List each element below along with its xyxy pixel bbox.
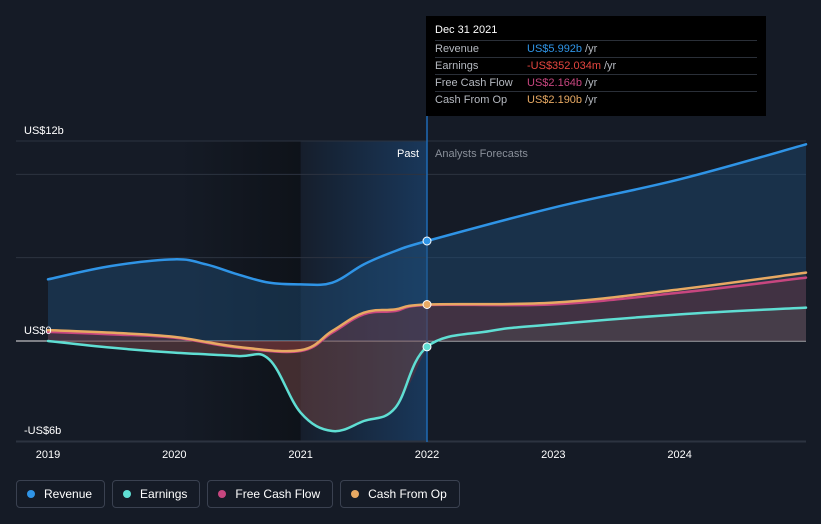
past-highlight-band	[300, 141, 427, 442]
dot-icon	[218, 490, 227, 498]
series-line-cash-from-op	[46, 271, 808, 353]
series-line-earnings	[46, 306, 808, 433]
tooltip-row-revenue: Revenue US$5.992b /yr	[435, 40, 757, 57]
legend-item-free-cash-flow[interactable]: Free Cash Flow	[207, 480, 334, 508]
legend-label: Free Cash Flow	[235, 487, 321, 501]
past-label: Past	[397, 148, 419, 160]
tooltip-value: -US$352.034m	[527, 60, 601, 72]
tooltip-unit: /yr	[585, 94, 598, 106]
series-area	[48, 277, 806, 352]
tooltip-value: US$2.190b	[527, 94, 583, 106]
marker-revenue	[422, 236, 432, 246]
series-area	[48, 272, 806, 352]
tooltip-label: Earnings	[435, 60, 479, 72]
y-tick-label: -US$6b	[24, 425, 61, 437]
tooltip: Dec 31 2021 Revenue US$5.992b /yr Earnin…	[426, 16, 766, 116]
x-tick-label: 2020	[162, 449, 186, 461]
tooltip-value: US$5.992b	[527, 43, 583, 55]
legend-item-revenue[interactable]: Revenue	[16, 480, 106, 508]
forecast-label: Analysts Forecasts	[435, 148, 528, 160]
x-tick-label: 2021	[288, 449, 312, 461]
tooltip-row-free-cash-flow: Free Cash Flow US$2.164b /yr	[435, 74, 757, 91]
tooltip-label: Revenue	[435, 43, 480, 55]
tooltip-unit: /yr	[585, 77, 598, 89]
x-tick-label: 2023	[541, 449, 565, 461]
tooltip-unit: /yr	[585, 43, 598, 55]
dot-icon	[123, 490, 132, 498]
legend: Revenue Earnings Free Cash Flow Cash Fro…	[16, 480, 460, 508]
tooltip-date: Dec 31 2021	[435, 24, 498, 36]
marker-earnings	[422, 342, 432, 352]
legend-label: Revenue	[44, 487, 93, 501]
marker-cash-from-op	[422, 300, 432, 309]
tooltip-row-earnings: Earnings -US$352.034m /yr	[435, 57, 757, 74]
x-tick-label: 2019	[36, 449, 60, 461]
series-line-revenue	[46, 143, 808, 287]
y-tick-label: US$0	[24, 325, 52, 337]
legend-label: Cash From Op	[368, 487, 447, 501]
earnings-negative-area	[48, 341, 427, 432]
tooltip-label: Cash From Op	[435, 94, 508, 106]
series-area	[48, 307, 806, 432]
y-tick-label: US$12b	[24, 125, 64, 137]
past-dark-band	[180, 141, 301, 442]
x-tick-label: 2024	[667, 449, 691, 461]
legend-label: Earnings	[140, 487, 188, 501]
legend-item-cash-from-op[interactable]: Cash From Op	[340, 480, 460, 508]
tooltip-row-cash-from-op: Cash From Op US$2.190b /yr	[435, 91, 757, 108]
dot-icon	[351, 490, 360, 498]
dot-icon	[27, 490, 35, 498]
tooltip-unit: /yr	[604, 60, 617, 72]
legend-item-earnings[interactable]: Earnings	[112, 480, 201, 508]
x-tick-label: 2022	[415, 449, 439, 461]
tooltip-label: Free Cash Flow	[435, 77, 513, 89]
tooltip-value: US$2.164b	[527, 77, 583, 89]
